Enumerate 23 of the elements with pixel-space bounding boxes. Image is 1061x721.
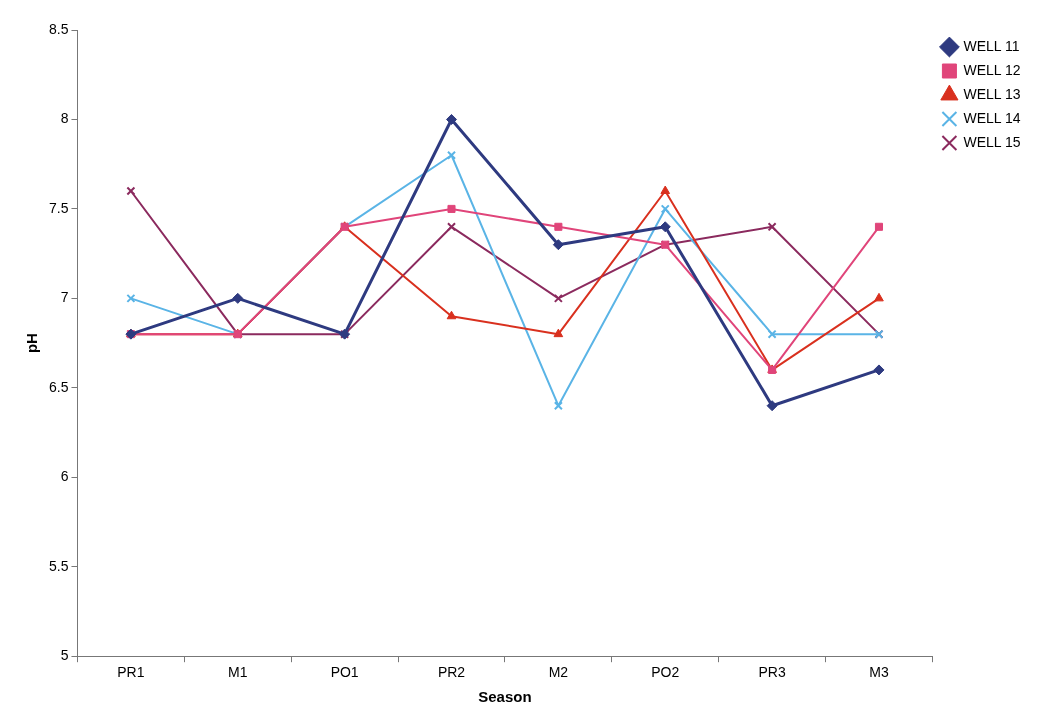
x-tick-label: PR2 (437, 664, 466, 681)
y-axis-title: pH (23, 333, 41, 354)
y-tick-label: 5.5 (48, 557, 69, 574)
y-tick-label: 8 (60, 110, 69, 127)
y-tick-label: 7 (60, 289, 69, 306)
x-tick-label: PR1 (117, 664, 145, 681)
x-tick-label: PO1 (330, 664, 359, 681)
x-tick-label: PO2 (651, 664, 680, 681)
y-tick-label: 7.5 (48, 199, 69, 216)
legend-label: WELL 15 (963, 133, 1021, 150)
legend-label: WELL 13 (963, 85, 1021, 102)
x-axis-title: Season (478, 688, 532, 706)
x-tick-label: M3 (869, 664, 889, 681)
legend-label: WELL 14 (963, 109, 1021, 126)
y-tick-label: 6 (60, 468, 69, 485)
legend-label: WELL 12 (963, 61, 1021, 78)
y-tick-label: 8.5 (48, 20, 69, 37)
x-tick-label: M2 (548, 664, 569, 681)
x-tick-label: M1 (228, 664, 248, 681)
legend-label: WELL 11 (963, 37, 1020, 54)
y-tick-label: 6.5 (48, 378, 69, 395)
x-tick-label: PR3 (758, 664, 786, 681)
y-tick-label: 5 (60, 647, 69, 664)
